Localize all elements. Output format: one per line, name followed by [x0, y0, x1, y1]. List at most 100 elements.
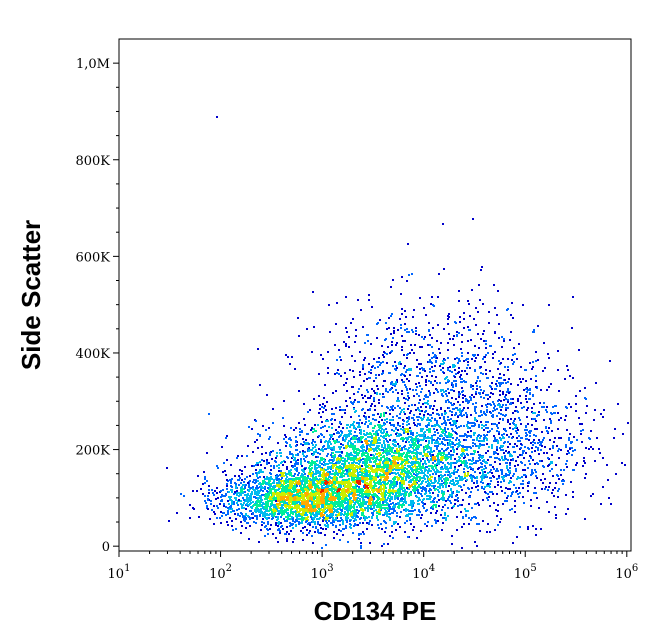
scatter-point: [440, 474, 442, 476]
scatter-point: [341, 409, 343, 411]
scatter-point: [385, 522, 387, 524]
scatter-point: [315, 430, 317, 432]
scatter-point: [439, 483, 441, 485]
scatter-point: [266, 459, 268, 461]
scatter-point: [427, 472, 429, 474]
scatter-point: [255, 469, 257, 471]
scatter-point: [359, 471, 361, 473]
scatter-point: [413, 414, 415, 416]
scatter-point: [286, 466, 288, 468]
scatter-point: [315, 484, 317, 486]
scatter-point: [372, 454, 374, 456]
scatter-point: [380, 431, 382, 433]
scatter-point: [337, 498, 339, 500]
scatter-point: [297, 463, 299, 465]
scatter-point: [403, 432, 405, 434]
scatter-point: [405, 508, 407, 510]
scatter-point: [470, 491, 472, 493]
scatter-point: [373, 456, 375, 458]
scatter-point: [421, 514, 423, 516]
scatter-point: [289, 525, 291, 527]
scatter-point: [421, 435, 423, 437]
scatter-point: [369, 460, 371, 462]
scatter-point: [350, 527, 352, 529]
scatter-point: [313, 451, 315, 453]
scatter-point: [333, 449, 335, 451]
scatter-point: [405, 441, 407, 443]
scatter-point: [482, 499, 484, 501]
scatter-point: [329, 438, 331, 440]
scatter-point: [290, 439, 292, 441]
scatter-point: [290, 518, 292, 520]
scatter-point: [285, 441, 287, 443]
scatter-point: [458, 460, 460, 462]
scatter-point: [348, 480, 350, 482]
scatter-point: [482, 476, 484, 478]
scatter-point: [383, 504, 385, 506]
scatter-point: [348, 445, 350, 447]
scatter-point: [378, 445, 380, 447]
scatter-point: [365, 461, 367, 463]
scatter-point: [420, 444, 422, 446]
scatter-point: [358, 463, 360, 465]
scatter-point: [424, 493, 426, 495]
scatter-point: [414, 424, 416, 426]
scatter-point: [454, 503, 456, 505]
scatter-point: [327, 447, 329, 449]
scatter-point: [407, 433, 409, 435]
scatter-point: [348, 440, 350, 442]
scatter-point: [398, 502, 400, 504]
scatter-point: [484, 465, 486, 467]
scatter-point: [321, 421, 323, 423]
scatter-point: [420, 417, 422, 419]
scatter-point: [397, 477, 399, 479]
scatter-point: [415, 440, 417, 442]
scatter-point: [385, 433, 387, 435]
scatter-point: [382, 452, 384, 454]
scatter-point: [270, 469, 272, 471]
scatter-point: [379, 424, 381, 426]
scatter-point: [330, 447, 332, 449]
scatter-point: [276, 455, 278, 457]
scatter-point: [416, 432, 418, 434]
scatter-point: [406, 452, 408, 454]
scatter-point: [318, 532, 320, 534]
scatter-point: [386, 440, 388, 442]
scatter-point: [263, 522, 265, 524]
scatter-point: [426, 457, 428, 459]
scatter-point: [431, 451, 433, 453]
scatter-point: [543, 437, 545, 439]
scatter-point: [248, 484, 250, 486]
scatter-point: [407, 428, 409, 430]
scatter-point: [397, 459, 399, 461]
scatter-point: [398, 495, 400, 497]
scatter-point: [423, 472, 425, 474]
scatter-point: [390, 434, 392, 436]
scatter-point: [310, 429, 312, 431]
scatter-point: [381, 405, 383, 407]
scatter-point: [381, 474, 383, 476]
scatter-point: [420, 493, 422, 495]
scatter-point: [361, 488, 363, 490]
scatter-point: [383, 467, 385, 469]
scatter-point: [391, 496, 393, 498]
scatter-point: [445, 435, 447, 437]
scatter-point: [387, 464, 389, 466]
scatter-point: [255, 464, 257, 466]
scatter-point: [424, 437, 426, 439]
scatter-point: [282, 417, 284, 419]
scatter-point: [278, 464, 280, 466]
scatter-point: [416, 451, 418, 453]
scatter-point: [357, 426, 359, 428]
scatter-point: [353, 451, 355, 453]
scatter-point: [230, 464, 232, 466]
scatter-point: [334, 456, 336, 458]
scatter-point: [374, 405, 376, 407]
scatter-point: [403, 483, 405, 485]
scatter-point: [338, 426, 340, 428]
scatter-point: [444, 420, 446, 422]
scatter-point: [243, 519, 245, 521]
scatter-point: [397, 443, 399, 445]
scatter-point: [393, 456, 395, 458]
scatter-point: [328, 445, 330, 447]
